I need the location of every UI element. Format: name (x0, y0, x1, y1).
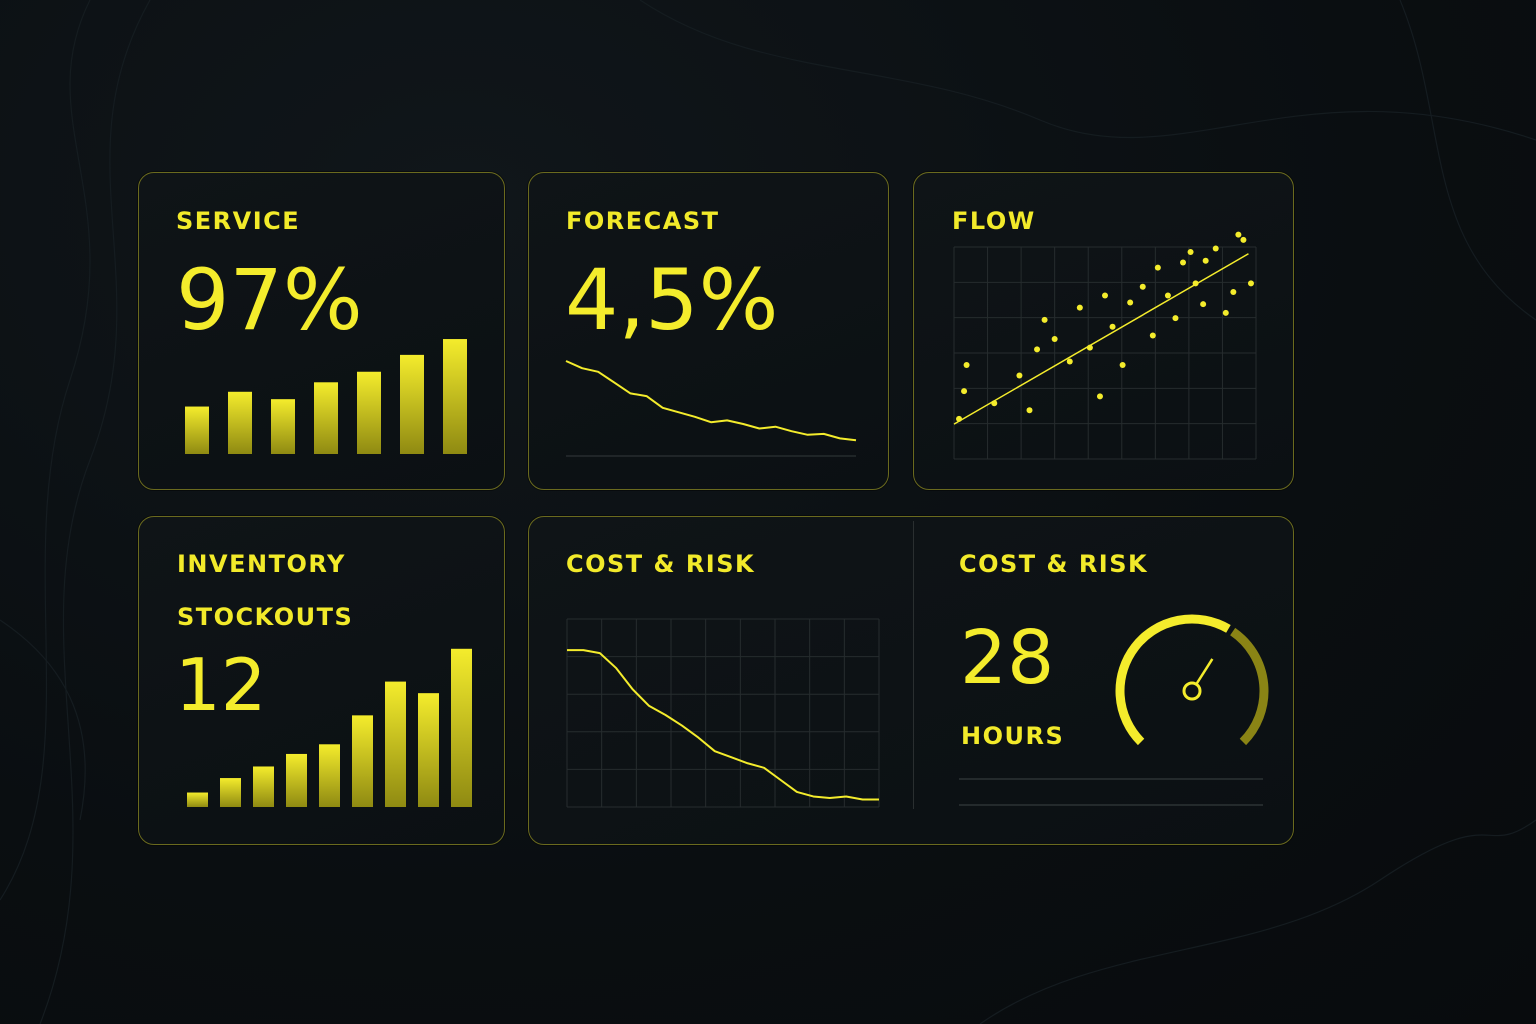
point-12 (1086, 344, 1093, 351)
bar-5 (357, 371, 381, 454)
point-27 (1212, 245, 1219, 252)
bar-4 (314, 382, 338, 454)
point-14 (1102, 292, 1108, 299)
bar-3 (253, 766, 274, 807)
cost-risk-chart-label: COST & RISK (566, 550, 756, 578)
forecast-value: 4,5% (565, 251, 779, 349)
inventory-label: INVENTORY (177, 550, 346, 578)
forecast-label: FORECAST (566, 207, 720, 235)
flow-card[interactable]: FLOW (913, 172, 1294, 490)
service-card[interactable]: SERVICE 97% (138, 172, 505, 490)
point-2 (963, 362, 970, 369)
point-17 (1127, 299, 1134, 306)
flow-scatter-chart (953, 231, 1257, 460)
bar-4 (286, 753, 307, 807)
point-16 (1119, 362, 1126, 369)
point-10 (1066, 358, 1073, 365)
point-7 (1034, 346, 1041, 353)
gauge-remaining-arc (1230, 627, 1269, 746)
cost-risk-line-chart (566, 618, 880, 808)
service-value: 97% (176, 251, 363, 349)
point-32 (1247, 280, 1254, 287)
hours-value: 28 (960, 615, 1055, 701)
hours-unit: HOURS (961, 722, 1065, 750)
bar-9 (451, 648, 472, 807)
cost-risk-gauge-label: COST & RISK (959, 550, 1149, 578)
point-11 (1076, 304, 1083, 311)
gauge-fill-arc (1115, 614, 1231, 746)
point-31 (1240, 236, 1247, 243)
point-20 (1154, 264, 1161, 271)
point-6 (1026, 407, 1033, 414)
point-8 (1041, 316, 1048, 323)
series-line (565, 360, 857, 442)
inventory-bar-chart (187, 648, 472, 807)
forecast-line-chart (565, 360, 857, 457)
gauge-hub (1182, 681, 1202, 701)
point-3 (961, 388, 968, 395)
point-23 (1180, 259, 1187, 266)
gauge-baseline (959, 778, 1263, 806)
series-line (567, 649, 879, 801)
bar-6 (400, 354, 424, 454)
grid (566, 618, 880, 808)
trend-line (953, 253, 1249, 425)
bar-7 (443, 339, 467, 454)
bar-5 (319, 744, 340, 807)
bar-6 (352, 715, 373, 807)
stockouts-label: STOCKOUTS (177, 603, 354, 631)
bar-3 (271, 399, 295, 454)
point-21 (1164, 292, 1171, 299)
cost-risk-divider (913, 521, 914, 809)
bar-2 (220, 778, 241, 807)
flow-label: FLOW (952, 207, 1036, 235)
point-19 (1149, 332, 1156, 339)
bar-1 (187, 792, 208, 807)
cost-risk-gauge (1115, 614, 1269, 746)
bar-8 (418, 693, 439, 807)
point-26 (1202, 257, 1209, 264)
bar-2 (228, 391, 252, 454)
bar-7 (385, 681, 406, 807)
grid (953, 246, 1257, 460)
point-22 (1172, 315, 1179, 322)
cost-risk-card[interactable]: COST & RISK COST & RISK 28 HOURS (528, 516, 1294, 845)
forecast-card[interactable]: FORECAST 4,5% (528, 172, 889, 490)
point-5 (1016, 372, 1023, 379)
point-9 (1051, 335, 1058, 342)
stockouts-value: 12 (175, 643, 267, 727)
bar-1 (185, 406, 209, 454)
point-30 (1235, 231, 1242, 238)
point-4 (991, 400, 998, 407)
point-24 (1187, 249, 1194, 256)
point-13 (1096, 393, 1103, 400)
point-18 (1139, 283, 1146, 290)
point-1 (956, 415, 963, 422)
inventory-card[interactable]: INVENTORY STOCKOUTS 12 (138, 516, 505, 845)
service-bar-chart (185, 339, 467, 454)
service-label: SERVICE (176, 207, 301, 235)
point-15 (1109, 323, 1116, 330)
point-33 (1200, 301, 1207, 308)
point-29 (1230, 289, 1237, 296)
point-25 (1192, 280, 1199, 287)
point-28 (1222, 309, 1229, 316)
